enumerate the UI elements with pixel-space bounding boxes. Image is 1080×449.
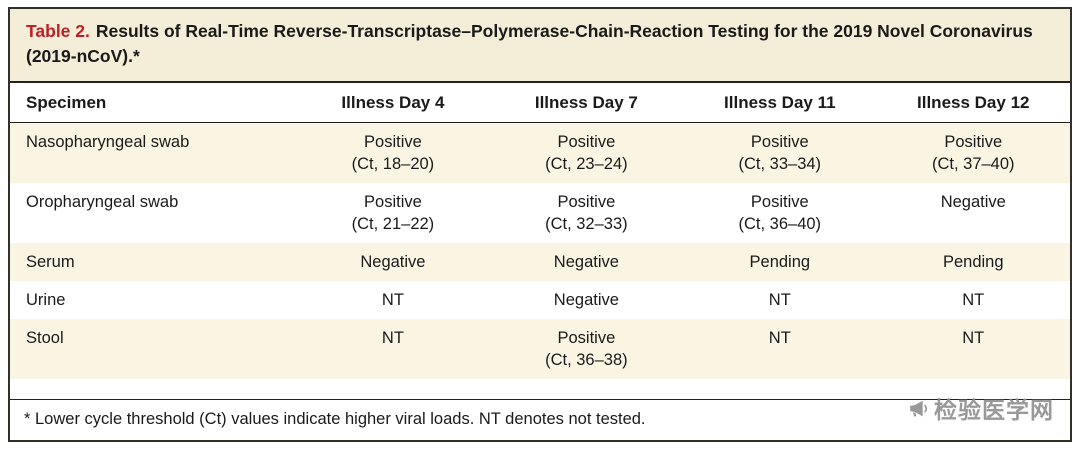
ct-text: (Ct, 23–24) (545, 154, 628, 173)
result-cell: Positive (Ct, 37–40) (877, 122, 1070, 183)
specimen-cell: Serum (26, 252, 75, 271)
result-text: NT (381, 328, 404, 347)
table-caption: Table 2. Results of Real-Time Reverse-Tra… (10, 9, 1070, 83)
ct-text: (Ct, 21–22) (351, 214, 435, 233)
specimen-cell: Nasopharyngeal swab (26, 132, 190, 151)
result-cell: Positive (Ct, 33–34) (683, 122, 876, 183)
table-label: Table 2. (26, 21, 90, 41)
result-text: Positive (750, 132, 809, 151)
column-header-illness-day-7: Illness Day 7 (489, 82, 684, 123)
header-row: Specimen Illness Day 4 Illness Day 7 Ill… (10, 82, 1070, 123)
result-text: Positive (557, 192, 616, 211)
result-text: Pending (942, 252, 1004, 271)
result-cell: Negative (490, 281, 683, 319)
result-text: Pending (749, 252, 811, 271)
table-row-oropharyngeal-swab: Oropharyngeal swab Positive (Ct, 21–22) P… (10, 183, 1070, 243)
result-text: Positive (944, 132, 1003, 151)
table2-frame: Table 2. Results of Real-Time Reverse-Tra… (8, 7, 1072, 442)
result-cell: Negative (877, 183, 1070, 243)
result-text: Negative (360, 252, 426, 271)
ct-text: (Ct, 33–34) (738, 154, 822, 173)
column-header-illness-day-4: Illness Day 4 (296, 82, 490, 123)
specimen-cell: Stool (26, 328, 64, 347)
ct-text: (Ct, 36–38) (545, 350, 628, 369)
result-text: Positive (750, 192, 809, 211)
result-cell: NT (296, 319, 489, 379)
specimen-cell: Oropharyngeal swab (26, 192, 179, 211)
result-cell: Pending (877, 243, 1070, 281)
result-text: Negative (553, 290, 619, 309)
table-row-nasopharyngeal-swab: Nasopharyngeal swab Positive (Ct, 18–20) … (10, 122, 1070, 183)
specimen-cell: Urine (26, 290, 66, 309)
ct-text: (Ct, 36–40) (738, 214, 822, 233)
result-text: NT (381, 290, 404, 309)
megaphone-icon (906, 396, 931, 421)
result-cell: Negative (490, 243, 683, 281)
result-text: NT (768, 328, 791, 347)
ct-text: (Ct, 32–33) (545, 214, 628, 233)
result-cell: Positive (Ct, 23–24) (490, 122, 683, 183)
result-cell: Pending (683, 243, 876, 281)
result-cell: Negative (296, 243, 489, 281)
column-header-specimen: Specimen (10, 82, 297, 123)
result-text: NT (962, 328, 985, 347)
table-row-urine: Urine NT Negative NT NT (10, 281, 1070, 319)
results-table: Specimen Illness Day 4 Illness Day 7 Ill… (10, 82, 1070, 379)
result-cell: Positive (Ct, 36–40) (683, 183, 876, 243)
result-cell: Positive (Ct, 32–33) (490, 183, 683, 243)
table-row-serum: Serum Negative Negative Pending Pending (10, 242, 1070, 281)
result-text: Negative (940, 192, 1006, 211)
result-cell: NT (877, 319, 1070, 379)
result-cell: NT (683, 281, 876, 319)
result-cell: NT (296, 281, 489, 319)
result-cell: Positive (Ct, 21–22) (296, 183, 489, 243)
watermark: 检验医学网 (906, 391, 1054, 425)
column-header-illness-day-12: Illness Day 12 (876, 82, 1070, 123)
result-text: NT (962, 290, 985, 309)
table-title: Results of Real-Time Reverse-Transcripta… (26, 21, 1033, 66)
watermark-text: 检验医学网 (934, 397, 1054, 423)
result-text: Positive (364, 192, 422, 211)
table-row-stool: Stool NT Positive (Ct, 36–38) NT NT (10, 318, 1070, 379)
result-cell: NT (877, 281, 1070, 319)
result-text: Negative (553, 252, 619, 271)
result-text: Positive (557, 328, 616, 347)
footnote-text: * Lower cycle threshold (Ct) values indi… (24, 409, 646, 428)
result-cell: NT (683, 319, 876, 379)
result-cell: Positive (Ct, 36–38) (490, 319, 683, 379)
column-header-illness-day-11: Illness Day 11 (683, 82, 877, 123)
result-text: Positive (557, 132, 616, 151)
ct-text: (Ct, 18–20) (351, 154, 435, 173)
ct-text: (Ct, 37–40) (931, 154, 1015, 173)
result-text: Positive (364, 132, 422, 151)
result-text: NT (768, 290, 791, 309)
result-cell: Positive (Ct, 18–20) (296, 122, 489, 183)
footnote: * Lower cycle threshold (Ct) values indi… (10, 398, 1070, 440)
